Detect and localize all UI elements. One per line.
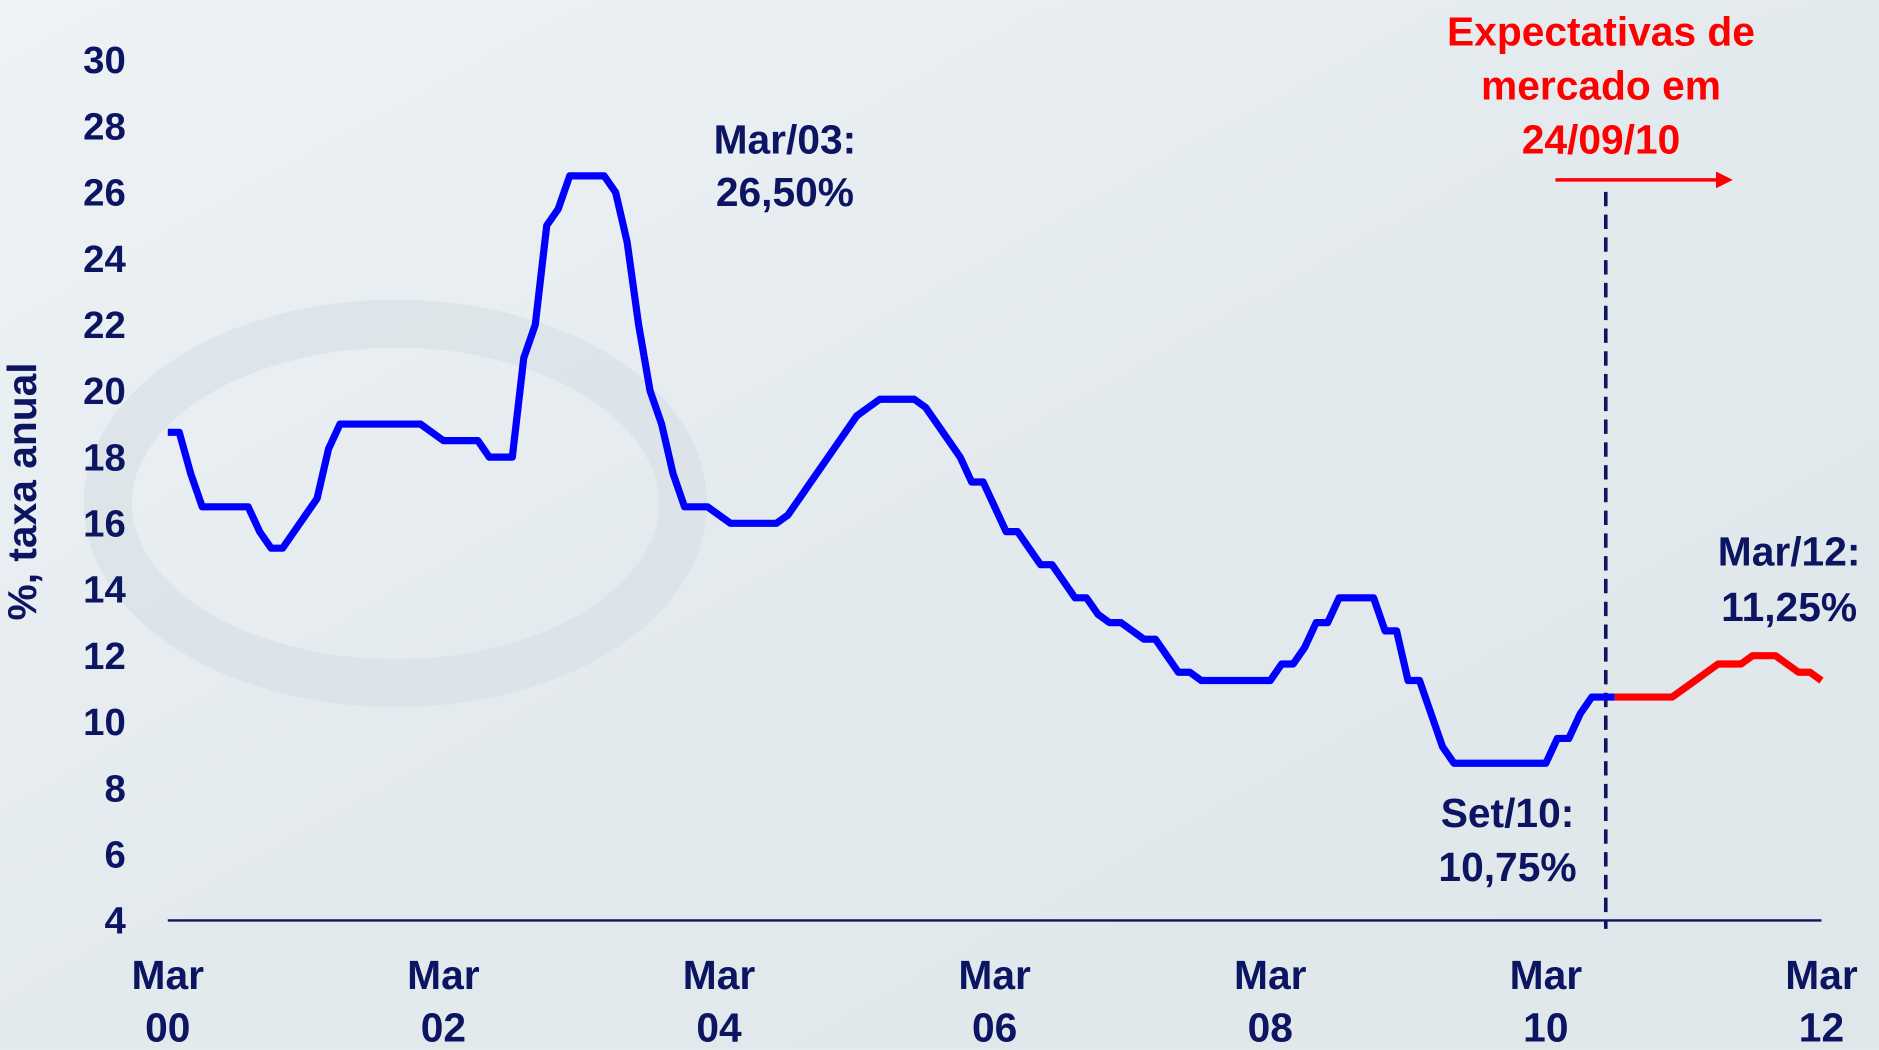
annotation: Mar/12: [1718, 529, 1861, 575]
x-tick-label: Mar 10 [1509, 952, 1583, 1050]
y-tick-label: 10 [83, 701, 126, 744]
y-tick-label: 30 [83, 39, 126, 82]
annotation: 24/09/10 [1522, 117, 1681, 163]
x-tick-label: Mar 12 [1785, 952, 1858, 1050]
y-tick-label: 20 [83, 370, 126, 413]
annotation: mercado em [1481, 63, 1721, 109]
x-tick-label-box: Mar 12 [1785, 952, 1858, 1050]
annotation: 10,75% [1438, 844, 1576, 890]
y-tick-label: 6 [104, 833, 125, 876]
x-tick-label: Mar 06 [958, 952, 1031, 1050]
annotation: 11,25% [1721, 584, 1857, 630]
x-tick-label: Mar 00 [131, 952, 204, 1050]
x-tick-label-box: Mar 06 [958, 952, 1031, 1050]
y-tick-label: 28 [83, 105, 126, 148]
y-axis-label: %, taxa anual [0, 362, 45, 620]
y-tick-label: 4 [104, 900, 126, 943]
x-tick-label-box: Mar 04 [682, 952, 756, 1050]
x-tick-label-box: Mar 00 [131, 952, 204, 1050]
annotation: 26,50% [716, 169, 854, 215]
series-line [167, 172, 1615, 767]
y-tick-label: 26 [83, 172, 126, 215]
forecast-arrow-head [1716, 171, 1733, 189]
y-tick-label: 12 [83, 635, 126, 678]
y-tick-label: 24 [83, 238, 126, 281]
annotation: Expectativas de [1447, 9, 1755, 55]
annotation: Set/10: [1441, 790, 1575, 836]
y-tick-label: 18 [83, 436, 126, 479]
y-tick-label: 22 [83, 304, 126, 347]
y-tick-label: 14 [83, 569, 126, 612]
series-line [1614, 652, 1824, 701]
y-tick-label: 8 [104, 767, 125, 810]
x-tick-label-box: Mar 10 [1509, 952, 1583, 1050]
x-tick-label: Mar 02 [407, 952, 480, 1050]
y-tick-label: 16 [83, 503, 126, 546]
x-tick-label-box: Mar 08 [1234, 952, 1307, 1050]
annotation: Mar/03: [714, 117, 857, 163]
x-tick-label: Mar 04 [682, 952, 756, 1050]
x-tick-label: Mar 08 [1234, 952, 1307, 1050]
x-tick-label-box: Mar 02 [407, 952, 480, 1050]
